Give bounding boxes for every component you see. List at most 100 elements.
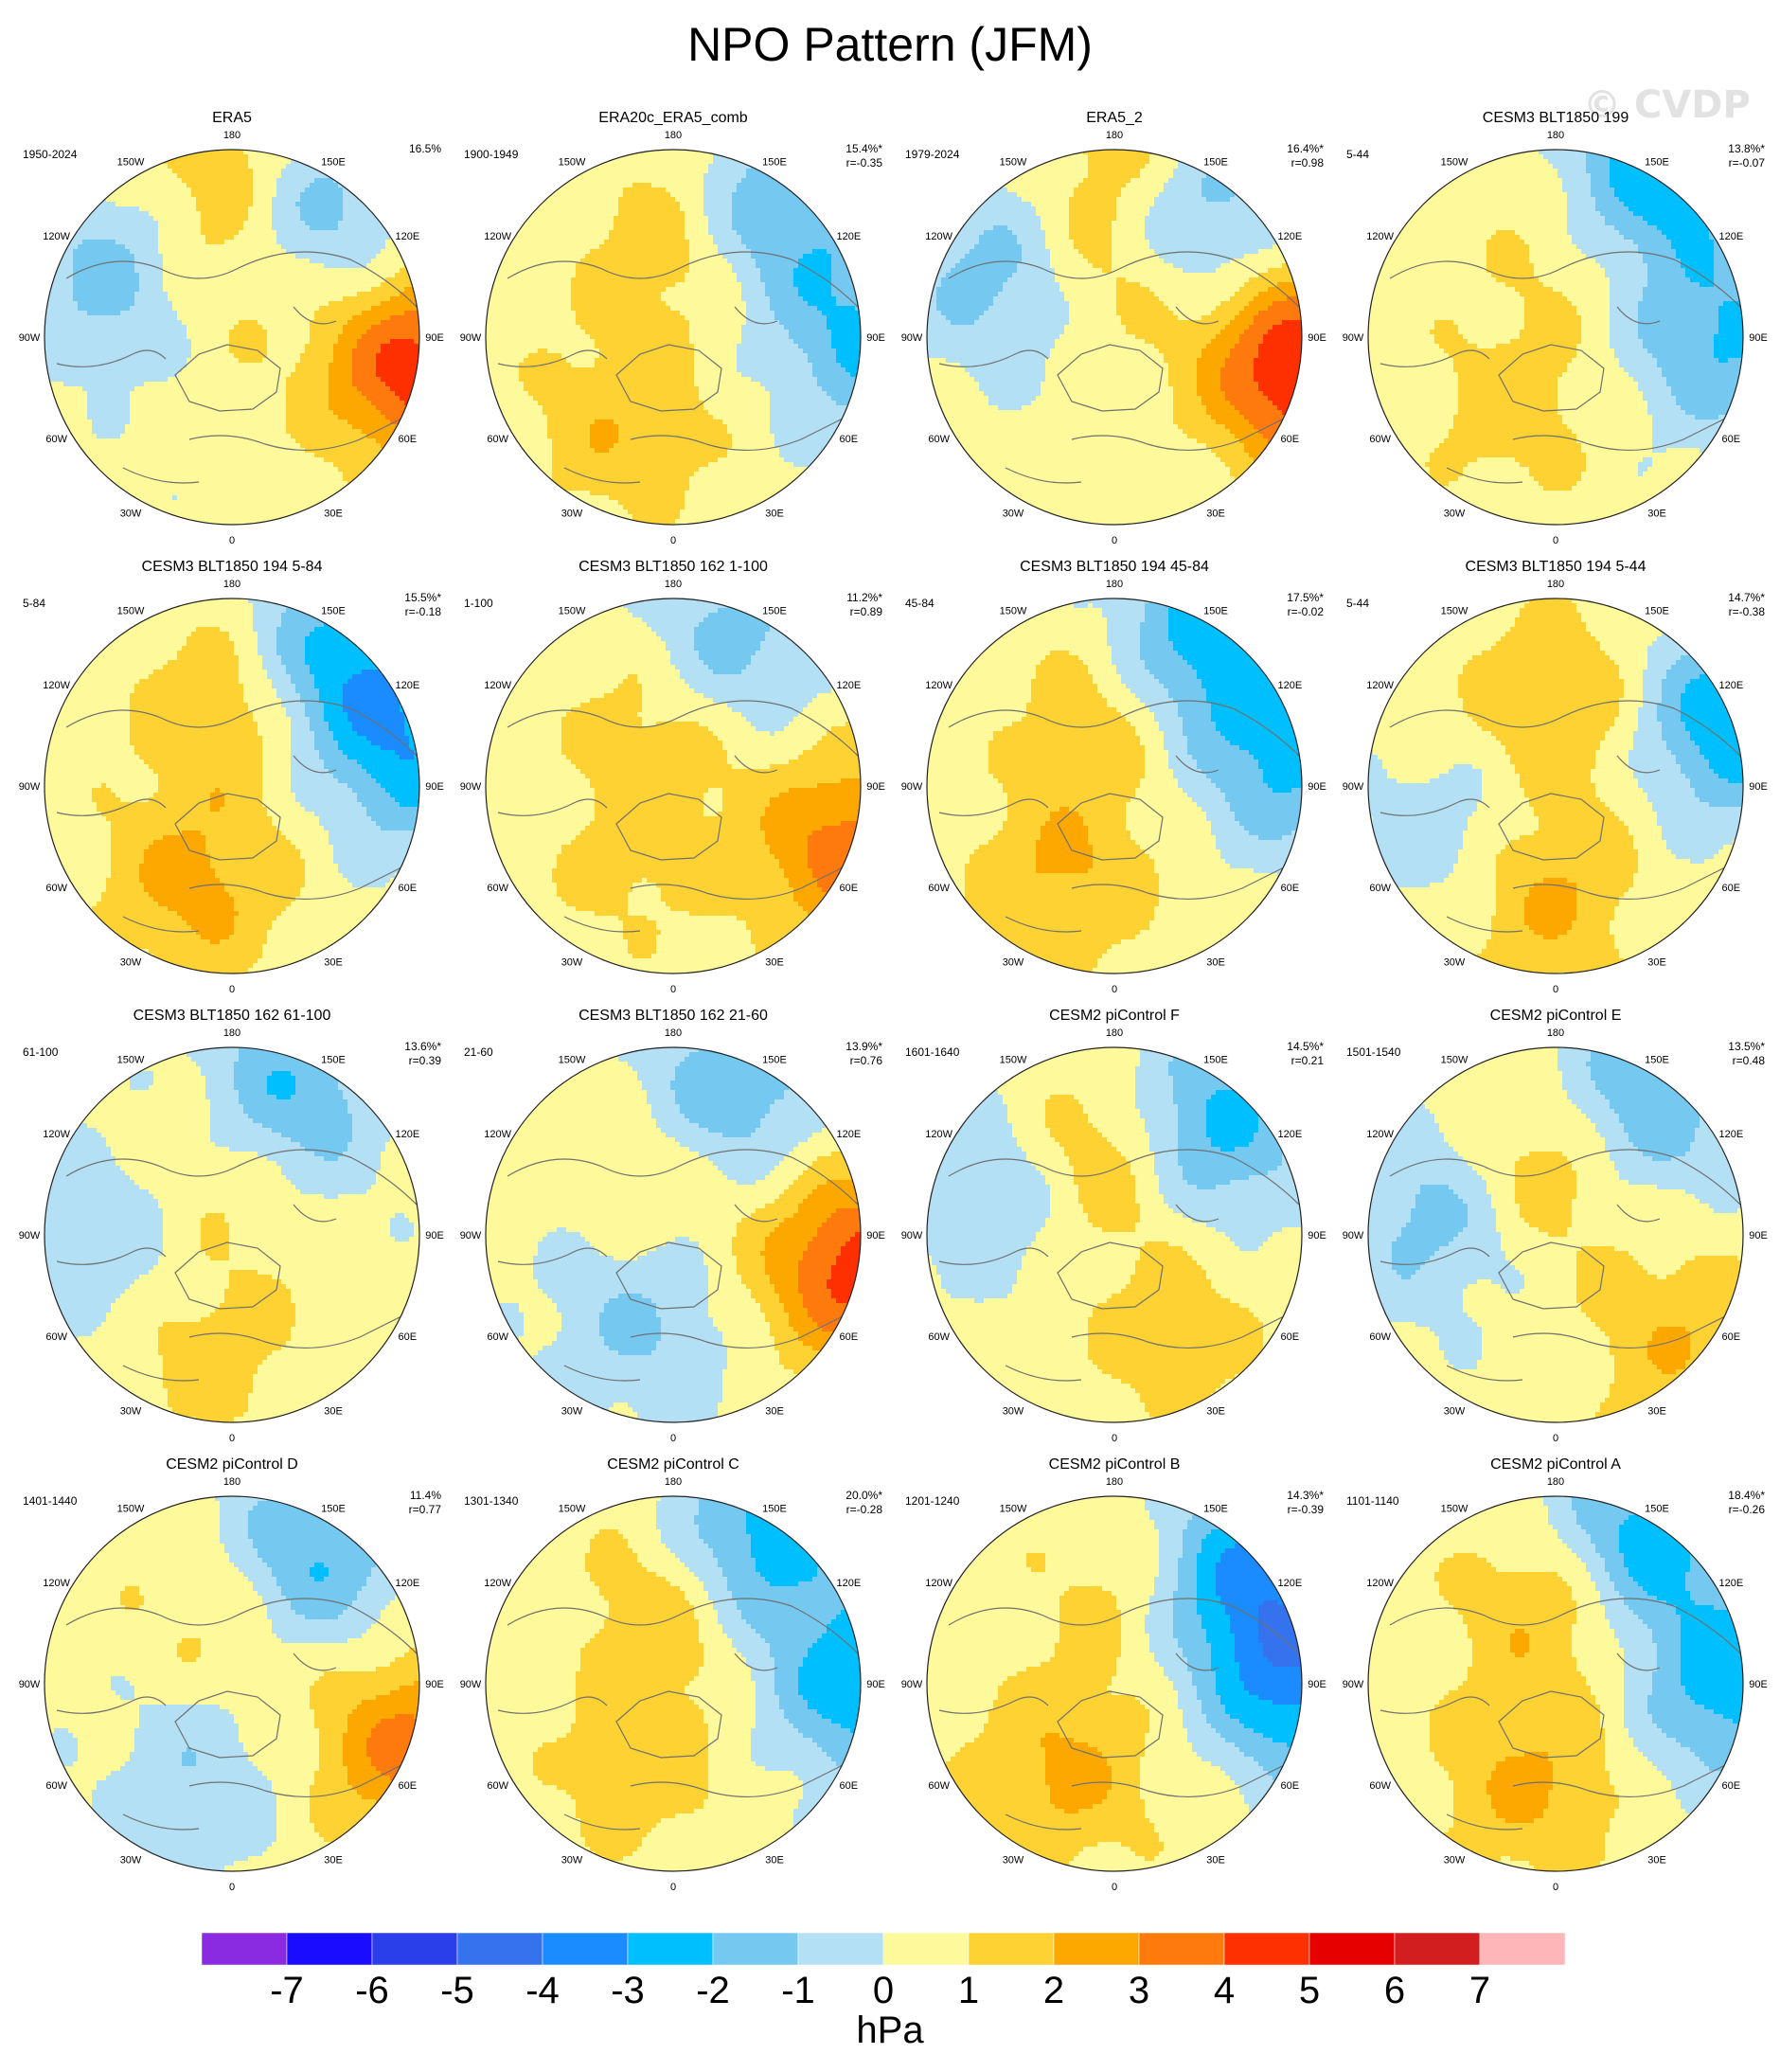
field-cell [125,315,131,321]
field-cell [54,282,60,288]
field-cell [343,325,348,330]
field-cell [78,315,83,321]
field-cell [243,339,249,345]
field-cell [295,282,301,288]
field-cell [191,263,197,269]
field-cell [276,325,282,330]
field-cell [253,334,258,340]
field-cell [390,259,396,264]
field-cell [196,263,202,269]
field-cell [253,292,258,297]
field-cell [191,405,197,411]
field-cell [253,410,258,416]
field-cell [220,396,225,402]
field-cell [362,367,367,373]
field-cell [120,438,126,444]
field-cell [153,206,159,212]
field-cell [366,372,372,378]
field-cell [262,154,268,160]
field-cell [338,211,344,217]
field-cell [286,311,292,316]
field-cell [106,372,112,378]
field-cell [92,325,98,330]
field-cell [291,311,296,316]
field-cell [319,462,325,468]
field-cell [172,320,178,326]
field-cell [229,188,235,193]
field-cell [92,415,98,420]
field-cell [196,197,202,203]
field-cell [286,486,292,491]
field-cell [144,216,150,222]
field-cell [210,277,216,283]
field-cell [234,367,240,373]
field-cell [324,311,329,316]
field-cell [224,183,230,188]
field-cell [286,325,292,330]
field-cell [276,306,282,312]
field-cell [172,211,178,217]
field-cell [305,296,311,302]
field-cell [291,481,296,487]
field-cell [314,453,320,458]
field-cell [153,382,159,387]
field-cell [286,259,292,264]
field-cell [224,211,230,217]
field-cell [59,386,64,392]
field-cell [59,306,64,312]
field-cell [92,216,98,222]
field-cell [130,206,135,212]
field-cell [168,367,173,373]
field-cell [253,249,258,255]
field-cell [210,178,216,184]
field-cell [333,197,339,203]
field-cell [229,429,235,435]
field-cell [149,296,154,302]
field-cell [281,396,287,402]
field-cell [149,173,154,179]
field-cell [352,405,358,411]
field-cell [262,330,268,335]
field-cell [224,301,230,307]
field-cell [187,311,192,316]
field-cell [134,401,140,406]
field-cell [400,268,405,274]
field-cell [196,386,202,392]
field-cell [144,277,150,283]
field-cell [329,420,334,425]
field-cell [385,405,391,411]
field-cell [168,249,173,255]
field-cell [220,363,225,368]
field-cell [258,192,263,198]
field-cell [168,415,173,420]
field-cell [111,282,116,288]
field-cell [73,396,79,402]
field-cell [229,438,235,444]
field-cell [381,244,386,250]
field-cell [243,211,249,217]
field-cell [300,216,306,222]
field-cell [73,401,79,406]
field-cell [229,206,235,212]
field-cell [116,311,121,316]
field-cell [220,263,225,269]
field-cell [163,273,169,278]
field-cell [92,391,98,397]
field-cell [210,491,216,496]
field-cell [286,183,292,188]
field-cell [172,164,178,170]
field-cell [144,254,150,259]
field-cell [172,306,178,312]
field-cell [286,386,292,392]
field-cell [324,334,329,340]
field-cell [215,372,221,378]
field-cell [267,221,273,226]
field-cell [314,315,320,321]
field-cell [210,282,216,288]
field-cell [97,344,102,349]
field-cell [134,372,140,378]
field-cell [163,415,169,420]
field-cell [371,244,377,250]
field-cell [59,401,64,406]
field-cell [319,438,325,444]
